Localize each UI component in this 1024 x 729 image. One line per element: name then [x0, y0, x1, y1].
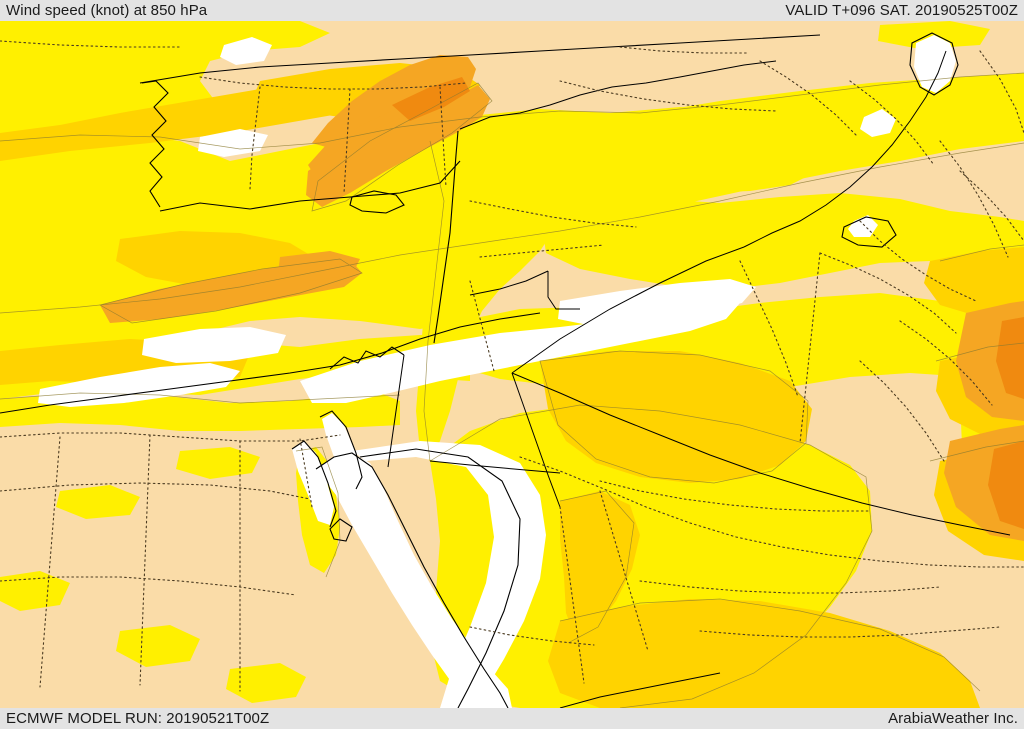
map-footer-bar: ECMWF MODEL RUN: 20190521T00Z ArabiaWeat… [0, 708, 1024, 729]
forecast-map-canvas[interactable] [0, 21, 1024, 708]
band-calm-group [38, 35, 956, 708]
attribution-label: ArabiaWeather Inc. [888, 710, 1018, 727]
contour-lines [0, 72, 1024, 708]
valid-time-label: VALID T+096 SAT. 20190525T00Z [785, 2, 1018, 19]
page-title: Wind speed (knot) at 850 hPa [6, 2, 208, 19]
wind-speed-field [0, 21, 1024, 708]
coastlines [0, 32, 959, 708]
model-run-label: ECMWF MODEL RUN: 20190521T00Z [6, 710, 270, 727]
administrative-borders-dotted [0, 40, 1024, 692]
map-header-bar: Wind speed (knot) at 850 hPa VALID T+096… [0, 0, 1024, 21]
country-borders-solid [387, 50, 1011, 708]
band-very-strong-group [392, 77, 1024, 529]
